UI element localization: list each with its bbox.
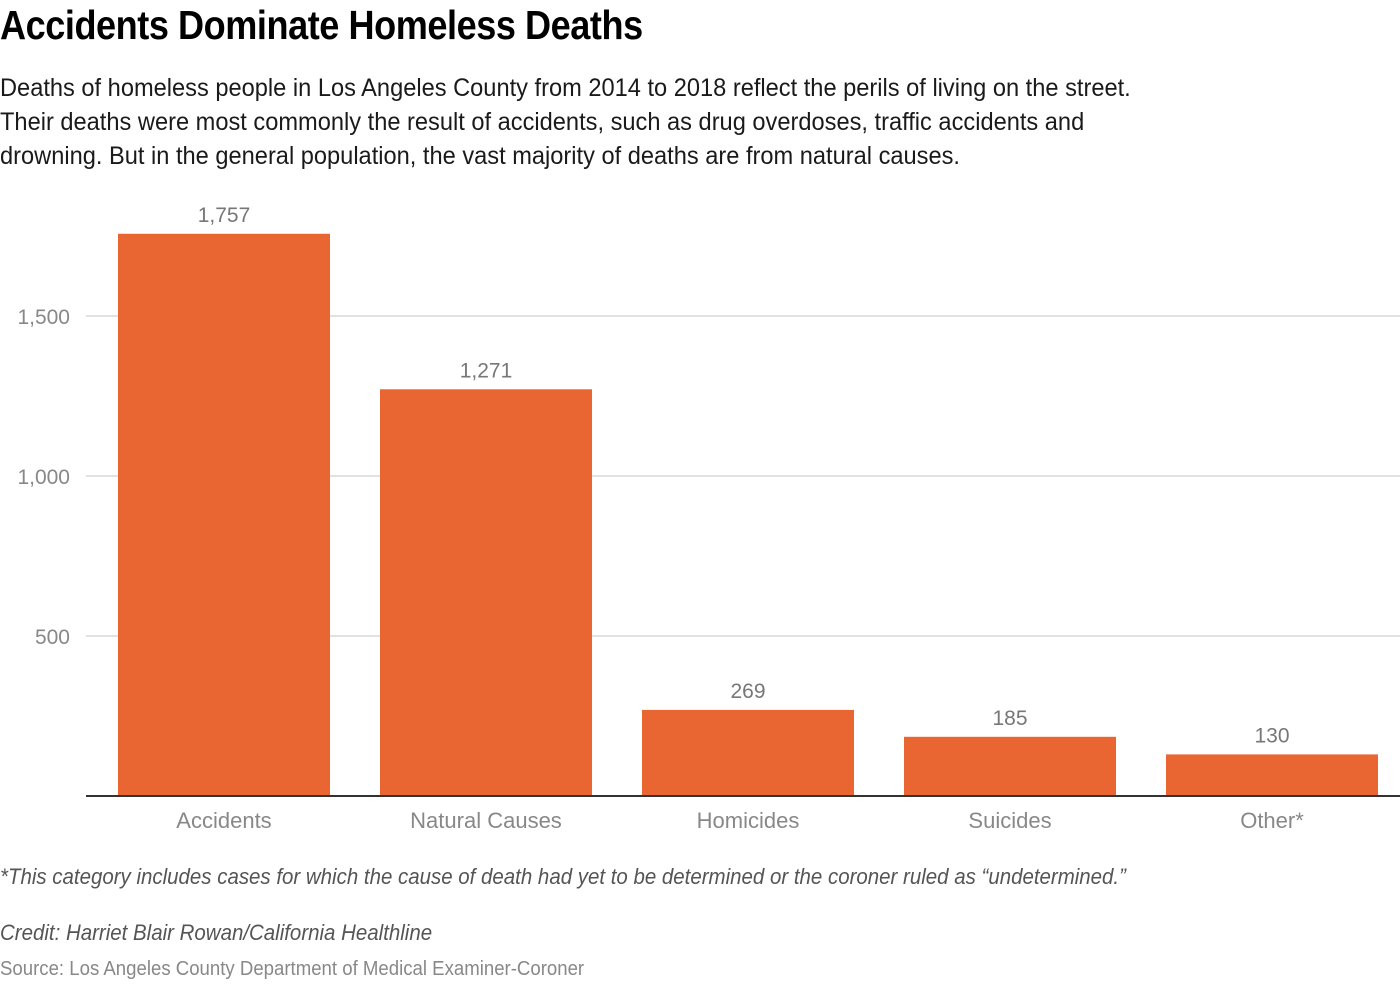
y-tick-label: 1,500	[17, 306, 70, 329]
data-label: 1,757	[198, 204, 251, 227]
data-label: 130	[1254, 724, 1289, 747]
x-tick-label: Accidents	[176, 808, 271, 833]
subtitle-line: Deaths of homeless people in Los Angeles…	[0, 74, 1131, 102]
x-tick-label: Other*	[1240, 808, 1304, 833]
footnote: *This category includes cases for which …	[0, 864, 1126, 889]
source: Source: Los Angeles County Department of…	[0, 958, 585, 980]
bar	[1166, 754, 1378, 796]
x-tick-label: Suicides	[968, 808, 1051, 833]
y-axis-ticks: 500 1,000 1,500	[17, 306, 70, 649]
credit: Credit: Harriet Blair Rowan/California H…	[0, 920, 433, 945]
y-tick-label: 1,000	[17, 466, 70, 489]
data-label: 185	[992, 707, 1027, 730]
bar	[904, 736, 1116, 796]
x-axis-ticks: Accidents Natural Causes Homicides Suicides…	[176, 808, 1304, 833]
bar	[380, 389, 592, 796]
bars	[118, 233, 1378, 796]
x-tick-label: Natural Causes	[410, 808, 562, 833]
data-labels: 1,757 1,271 269 185 130	[198, 204, 1290, 748]
subtitle-line: Their deaths were most commonly the resu…	[0, 108, 1085, 136]
y-tick-label: 500	[35, 626, 70, 649]
x-tick-label: Homicides	[697, 808, 800, 833]
data-label: 269	[730, 680, 765, 703]
bar-chart: 500 1,000 1,500 1,757 1,271 269 185 130 Accide…	[17, 204, 1400, 833]
bar	[642, 709, 854, 796]
chart-subtitle: Deaths of homeless people in Los Angeles…	[0, 71, 1400, 173]
data-label: 1,271	[460, 359, 513, 382]
subtitle-line: drowning. But in the general population,…	[0, 142, 960, 170]
bar	[118, 233, 330, 796]
chart-title: Accidents Dominate Homeless Deaths	[0, 2, 643, 48]
